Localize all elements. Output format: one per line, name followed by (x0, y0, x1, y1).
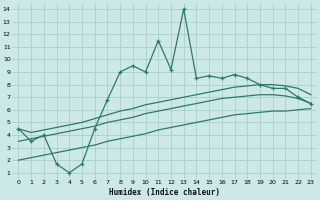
X-axis label: Humidex (Indice chaleur): Humidex (Indice chaleur) (109, 188, 220, 197)
